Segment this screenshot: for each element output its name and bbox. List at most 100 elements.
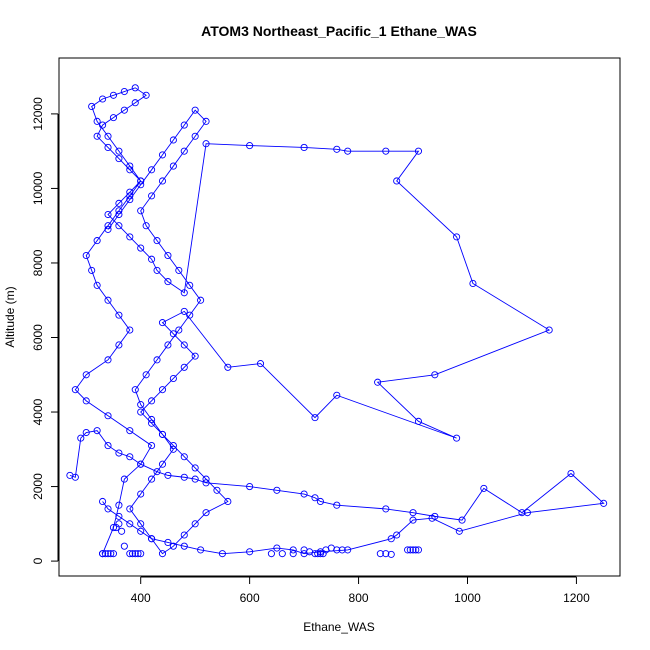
- data-point: [300, 143, 308, 151]
- data-point: [414, 546, 423, 554]
- data-point: [148, 535, 156, 543]
- data-point: [180, 341, 188, 349]
- data-point: [126, 192, 134, 200]
- data-point: [344, 147, 352, 155]
- data-point: [246, 548, 254, 556]
- x-tick-label: 1000: [454, 591, 481, 605]
- data-point: [374, 378, 382, 386]
- data-point: [131, 99, 139, 107]
- data-point: [180, 307, 188, 315]
- data-series-3: [99, 520, 423, 558]
- data-point: [191, 132, 199, 140]
- data-point: [186, 281, 194, 289]
- data-point: [316, 550, 324, 558]
- data-point: [137, 181, 145, 189]
- data-series-2: [66, 427, 608, 558]
- data-point: [82, 371, 90, 379]
- data-point: [115, 520, 123, 528]
- data-point: [428, 514, 436, 522]
- data-point: [197, 546, 205, 554]
- data-point: [153, 356, 161, 364]
- y-tick-label: 0: [31, 557, 45, 564]
- data-point: [289, 546, 297, 554]
- data-point: [567, 469, 575, 478]
- data-point: [300, 490, 308, 498]
- data-point: [158, 151, 167, 159]
- data-point: [412, 546, 420, 554]
- data-point: [213, 486, 221, 494]
- data-point: [387, 535, 395, 543]
- data-point: [126, 427, 134, 435]
- data-point: [431, 371, 439, 379]
- data-point: [126, 196, 134, 204]
- data-point: [175, 326, 183, 334]
- data-point: [169, 136, 177, 144]
- data-point: [77, 434, 85, 442]
- data-point: [82, 428, 90, 437]
- data-point: [267, 550, 275, 558]
- x-tick-label: 600: [240, 591, 260, 605]
- data-point: [137, 401, 145, 409]
- data-point: [93, 117, 101, 125]
- data-point: [99, 550, 107, 558]
- data-point: [153, 468, 161, 476]
- data-point: [104, 505, 112, 513]
- data-point: [148, 475, 156, 483]
- data-point: [169, 442, 177, 450]
- data-point: [169, 162, 177, 170]
- data-point: [115, 501, 123, 509]
- data-point: [180, 363, 188, 371]
- data-point: [142, 222, 150, 230]
- data-point: [88, 102, 96, 110]
- data-point: [104, 356, 112, 364]
- data-point: [180, 147, 188, 155]
- data-point: [278, 550, 286, 558]
- data-point: [453, 233, 461, 241]
- data-point: [118, 527, 126, 535]
- data-point: [333, 145, 341, 153]
- data-point: [469, 279, 477, 288]
- data-point: [120, 542, 128, 550]
- data-point: [137, 244, 145, 252]
- data-point: [131, 84, 139, 92]
- data-point: [128, 550, 137, 558]
- data-point: [382, 550, 390, 558]
- series-line: [74, 87, 551, 555]
- data-point: [180, 542, 188, 550]
- data-point: [197, 296, 205, 304]
- data-point: [246, 483, 254, 491]
- data-point: [115, 311, 123, 319]
- data-point: [164, 538, 172, 547]
- data-point: [104, 225, 112, 233]
- x-axis: 400 600 800 1000 1200: [131, 576, 590, 605]
- data-point: [126, 505, 134, 513]
- data-point: [246, 142, 254, 150]
- data-point: [311, 414, 319, 422]
- data-point: [148, 255, 156, 263]
- data-point: [99, 497, 107, 506]
- data-point: [158, 319, 167, 327]
- data-point: [311, 494, 319, 502]
- y-tick-label: 10000: [31, 171, 45, 205]
- data-point: [148, 415, 156, 424]
- data-series-1: [71, 84, 553, 558]
- x-tick-label: 800: [349, 591, 369, 605]
- x-axis-label: Ethane_WAS: [303, 620, 375, 634]
- data-point: [120, 87, 128, 96]
- data-point: [273, 544, 281, 552]
- data-point: [393, 177, 401, 185]
- data-point: [191, 106, 199, 114]
- data-point: [115, 199, 123, 207]
- data-point: [131, 550, 139, 558]
- data-point: [164, 471, 172, 479]
- data-point: [137, 460, 145, 468]
- data-point: [107, 550, 115, 558]
- data-point: [120, 475, 128, 483]
- data-point: [180, 531, 188, 539]
- y-tick-label: 12000: [31, 97, 45, 131]
- data-point: [93, 237, 101, 245]
- data-point: [153, 266, 161, 274]
- data-point: [344, 546, 352, 554]
- data-point: [104, 210, 112, 219]
- data-point: [455, 527, 463, 535]
